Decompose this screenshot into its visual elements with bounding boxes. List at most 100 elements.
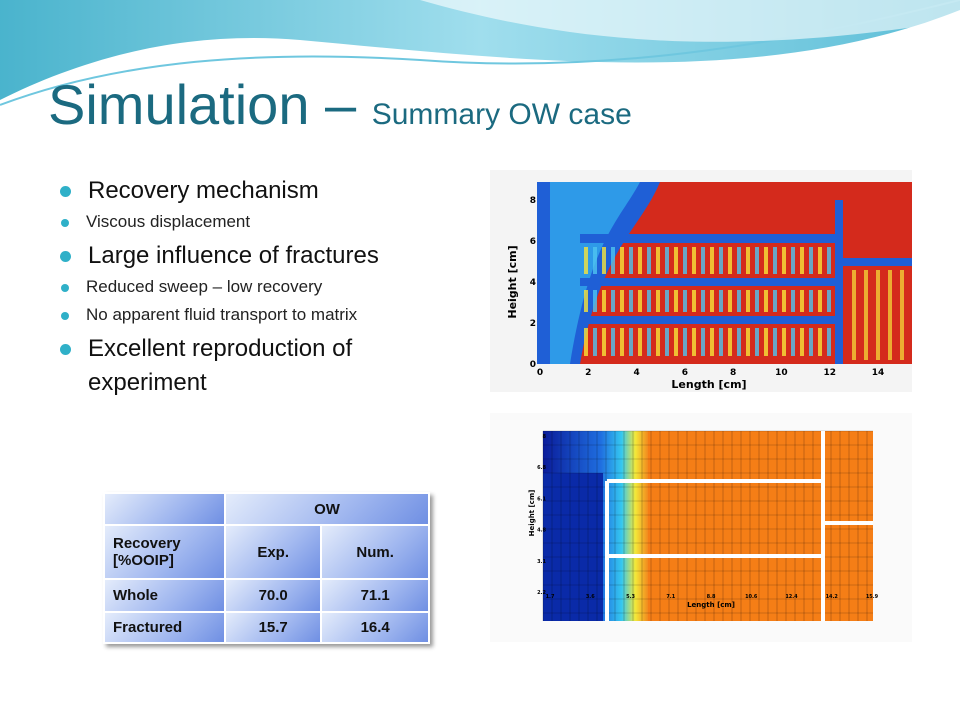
- stripe: [638, 328, 642, 356]
- stripe: [728, 247, 732, 274]
- stripe: [665, 328, 669, 356]
- stripe: [800, 247, 804, 274]
- x-tick-label: 8: [730, 368, 736, 378]
- x-tick-label: 6: [682, 368, 688, 378]
- stripe: [584, 247, 588, 274]
- stripe: [876, 270, 880, 360]
- stripe: [773, 247, 777, 274]
- y-tick-label: 6: [530, 237, 536, 247]
- cell: 70.0: [223, 578, 323, 613]
- x-tick-label: 2: [585, 368, 591, 378]
- stripe: [665, 290, 669, 312]
- x-tick-label: 12.4: [785, 594, 798, 600]
- stripe: [656, 290, 660, 312]
- stripe: [638, 290, 642, 312]
- x-tick-label: 14: [872, 368, 885, 378]
- stripe: [782, 290, 786, 312]
- stripe: [701, 290, 705, 312]
- stripe: [683, 247, 687, 274]
- x-tick-label: 10.6: [745, 594, 758, 600]
- stripe: [674, 328, 678, 356]
- stripe: [611, 247, 615, 274]
- stripe: [593, 290, 597, 312]
- x-tick-label: 5.3: [626, 594, 635, 600]
- stripe: [692, 247, 696, 274]
- stripe: [809, 247, 813, 274]
- stripe: [900, 270, 904, 360]
- column-header: Exp.: [223, 524, 323, 580]
- stripe: [584, 328, 588, 356]
- stripe: [710, 290, 714, 312]
- y-tick-label: 6.8: [537, 465, 546, 471]
- y-tick-label: 2: [530, 319, 536, 329]
- stripe: [764, 247, 768, 274]
- stripe: [683, 328, 687, 356]
- stripe: [800, 290, 804, 312]
- stripe: [809, 290, 813, 312]
- stripe: [629, 328, 633, 356]
- stripe: [602, 247, 606, 274]
- column-header: Num.: [320, 524, 430, 580]
- stripe: [818, 247, 822, 274]
- results-table: OW Recovery [%OOIP] Exp. Num. Whole 70.0…: [103, 492, 430, 644]
- x-tick-label: 15.9: [866, 594, 879, 600]
- stripe: [782, 247, 786, 274]
- cell: 15.7: [223, 611, 323, 644]
- subtitle: Summary OW case: [371, 98, 632, 131]
- stripe: [728, 328, 732, 356]
- x-tick-label: 14.2: [826, 594, 839, 600]
- stripe: [827, 328, 831, 356]
- y-tick-label: 8: [543, 434, 547, 440]
- empty-cell: [103, 492, 226, 526]
- x-tick-label: 1.7: [546, 594, 555, 600]
- x-tick-label: 7.1: [666, 594, 675, 600]
- stripe: [611, 328, 615, 356]
- stripe: [620, 247, 624, 274]
- stripe: [647, 290, 651, 312]
- stripe: [773, 290, 777, 312]
- x-tick-label: 3.6: [586, 594, 595, 600]
- stripe: [791, 328, 795, 356]
- stripe: [656, 247, 660, 274]
- x-tick-label: 4: [633, 368, 639, 378]
- stripe: [764, 290, 768, 312]
- bullet: Large influence of fractures: [48, 239, 458, 273]
- stripe: [800, 328, 804, 356]
- sub-bullet: Viscous displacement: [48, 211, 458, 233]
- y-tick-label: 4: [530, 278, 536, 288]
- stripe: [764, 328, 768, 356]
- stripe: [719, 247, 723, 274]
- stripe: [683, 290, 687, 312]
- header-waves: [0, 0, 960, 106]
- stripe: [602, 290, 606, 312]
- bullet: Excellent reproduction of experiment: [48, 332, 458, 400]
- stripe: [593, 247, 597, 274]
- title: Simulation –: [48, 73, 357, 136]
- stripe: [674, 247, 678, 274]
- stripe: [755, 328, 759, 356]
- stripe: [746, 328, 750, 356]
- stripe: [629, 247, 633, 274]
- stripe: [809, 328, 813, 356]
- stripe: [620, 328, 624, 356]
- stripe: [888, 270, 892, 360]
- stripe: [710, 328, 714, 356]
- stripe: [818, 328, 822, 356]
- y-tick-label: 0: [530, 360, 536, 370]
- stripe: [791, 247, 795, 274]
- stripe: [782, 328, 786, 356]
- stripe: [827, 290, 831, 312]
- stripe: [746, 247, 750, 274]
- stripe: [818, 290, 822, 312]
- column-header: Recovery [%OOIP]: [103, 524, 226, 580]
- stripe: [864, 270, 868, 360]
- y-tick-label: 8: [530, 196, 536, 206]
- stripe: [746, 290, 750, 312]
- cell: 16.4: [320, 611, 430, 644]
- stripe: [701, 247, 705, 274]
- y-tick-label: 3.1: [537, 559, 546, 565]
- y-tick-label: 2.2: [537, 590, 546, 596]
- stripe: [647, 328, 651, 356]
